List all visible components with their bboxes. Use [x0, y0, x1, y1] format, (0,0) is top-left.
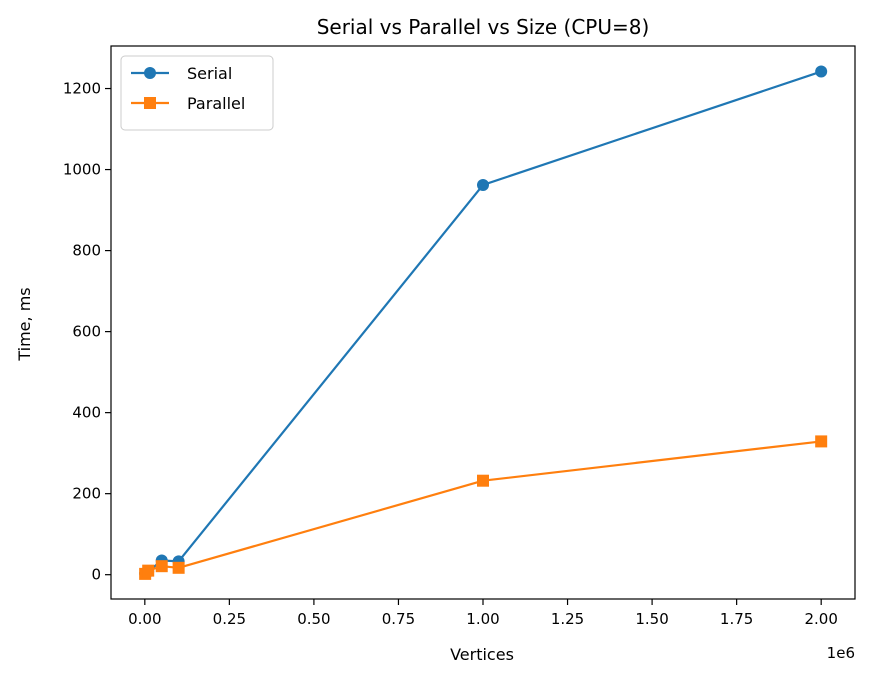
plot-frame [110, 45, 856, 600]
chart-title: Serial vs Parallel vs Size (CPU=8) [317, 15, 650, 39]
serial-data-point [477, 178, 489, 191]
x-tick-label: 0.50 [297, 610, 330, 628]
serial-data-point [815, 65, 828, 78]
y-tick-label: 1200 [63, 80, 101, 98]
x-tick-label: 2.00 [804, 610, 837, 628]
parallel-data-point [477, 474, 489, 487]
serial-legend-marker [144, 67, 156, 79]
y-tick-label: 400 [72, 404, 101, 422]
parallel-data-point [142, 564, 155, 577]
x-tick-label: 0.25 [213, 610, 246, 628]
x-axis-label: Vertices [450, 645, 514, 664]
parallel-data-point [155, 560, 168, 573]
y-axis-label: Time, ms [15, 287, 34, 361]
x-tick-label: 1.50 [635, 610, 668, 628]
series-layer [139, 65, 828, 580]
legend: Serial Parallel [120, 55, 274, 131]
y-tick-label: 0 [91, 566, 101, 584]
parallel-legend-label: Parallel [187, 94, 245, 113]
y-tick-label: 600 [72, 323, 101, 341]
parallel-data-point [172, 561, 185, 574]
x-axis: 0.00 0.25 0.50 0.75 1.00 1.25 1.50 1.75 2.00 [128, 599, 838, 628]
y-tick-label: 1000 [63, 161, 101, 179]
x-axis-offset-label: 1e6 [827, 644, 855, 662]
legend-box [120, 55, 274, 131]
parallel-data-point [815, 435, 828, 448]
x-tick-label: 0.75 [382, 610, 415, 628]
parallel-legend-marker [144, 97, 156, 109]
x-tick-label: 1.00 [466, 610, 499, 628]
plot-border [110, 45, 856, 600]
y-tick-label: 800 [72, 242, 101, 260]
serial-legend-label: Serial [187, 64, 232, 83]
x-tick-label: 1.75 [720, 610, 753, 628]
y-tick-label: 200 [72, 485, 101, 503]
y-axis: 0 200 400 600 800 1000 1200 [63, 80, 111, 584]
x-tick-label: 1.25 [551, 610, 584, 628]
x-tick-label: 0.00 [128, 610, 161, 628]
